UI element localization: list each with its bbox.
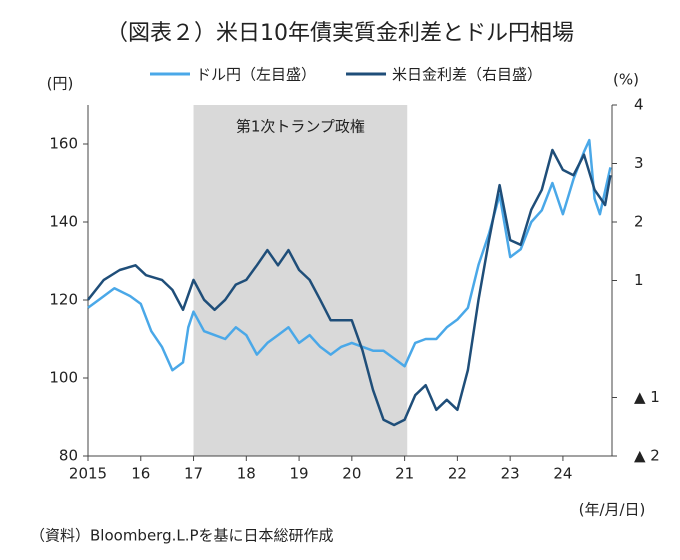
y2-tick-label: 3	[634, 154, 644, 172]
shade-period	[193, 105, 408, 456]
x-tick-label: 2015	[69, 465, 107, 483]
y2-tick-label: 2	[634, 213, 644, 231]
source-note: （資料）Bloomberg.L.Pを基に日本総研作成	[30, 527, 334, 545]
shade-label: 第1次トランプ政権	[236, 118, 365, 136]
y-unit: (円)	[47, 75, 74, 93]
legend-label: 米日金利差（右目盛）	[392, 66, 542, 84]
y-tick-label: 160	[49, 135, 78, 153]
x-tick-label: 20	[342, 465, 361, 483]
x-tick-label: 19	[290, 465, 309, 483]
x-tick-label: 21	[395, 465, 414, 483]
series-line	[87, 148, 612, 427]
x-tick-label: 23	[501, 465, 520, 483]
legend-label: ドル円（左目盛）	[196, 66, 316, 84]
chart-title: （図表２）米日10年債実質金利差とドル円相場	[106, 21, 574, 46]
x-tick-label: 22	[448, 465, 467, 483]
y-tick-label: 120	[49, 291, 78, 309]
y-tick-label: 80	[59, 447, 78, 465]
y2-tick-label: 1	[634, 271, 644, 289]
series-line	[87, 138, 612, 372]
x-tick-label: 16	[131, 465, 150, 483]
y2-tick-label: ▲ 2	[634, 447, 660, 465]
x-tick-label: 24	[553, 465, 572, 483]
y2-unit: (%)	[613, 71, 639, 89]
x-unit: (年/月/日)	[579, 501, 646, 519]
y-tick-label: 100	[49, 369, 78, 387]
x-tick-label: 17	[184, 465, 203, 483]
y-tick-label: 140	[49, 213, 78, 231]
y2-tick-label: 4	[634, 96, 644, 114]
y2-tick-label: ▲ 1	[634, 388, 660, 406]
x-tick-label: 18	[237, 465, 256, 483]
